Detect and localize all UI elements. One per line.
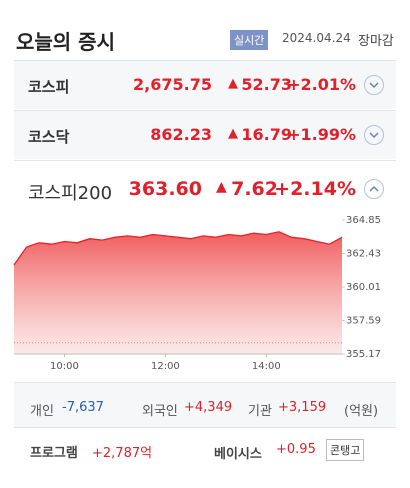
basis-label: 베이시스 (214, 447, 262, 462)
badge: 실시간 (230, 30, 269, 50)
x-tick-label: 10:00 (50, 361, 79, 372)
up-icon: ▲ (228, 76, 238, 91)
up-icon: ▲ (216, 179, 227, 195)
status: 장마감 (358, 34, 394, 49)
investor-label: 개인 (30, 404, 54, 419)
index-row[interactable]: 코스닥 862.23 ▲ 16.79 +1.99% (14, 110, 396, 159)
collapse-button[interactable] (364, 179, 384, 199)
chart: 355.17 357.59 360.01 362.43 364.85 10:00 12:00… (13, 215, 381, 372)
index-row-expanded: 코스피200 363.60 ▲ 7.62 +2.14% (14, 160, 396, 381)
x-tick-label: 12:00 (151, 361, 180, 372)
index-value: 363.60 (128, 178, 202, 200)
investor-row: 개인 -7,637 외국인 +4,349 기관 +3,159 (억원) (14, 382, 396, 428)
investor-value: -7,637 (62, 400, 104, 415)
unit: (억원) (344, 404, 379, 419)
area (14, 231, 342, 354)
index-value: 862.23 (150, 125, 212, 144)
investor-label: 외국인 (142, 404, 178, 419)
index-rate: +2.01% (287, 75, 356, 94)
y-tick-label: 355.17 (346, 349, 381, 360)
index-change: 7.62 (231, 178, 278, 200)
contango-badge: 콘탱고 (326, 439, 365, 461)
index-name: 코스피 (28, 78, 70, 96)
index-name: 코스피200 (28, 183, 113, 204)
investor-value: +3,159 (278, 400, 327, 415)
index-rate: +2.14% (274, 178, 356, 200)
program-label: 프로그램 (30, 446, 78, 461)
y-tick-label: 362.43 (346, 249, 381, 260)
index-rate: +1.99% (287, 125, 356, 144)
index-row[interactable]: 코스피 2,675.75 ▲ 52.73 +2.01% (14, 60, 396, 109)
x-tick-label: 14:00 (252, 361, 281, 372)
y-tick-label: 364.85 (346, 215, 381, 226)
basis-value: +0.95 (276, 442, 316, 457)
date: 2024.04.24 (282, 31, 351, 45)
y-tick-label: 357.59 (346, 316, 381, 327)
expand-button[interactable] (364, 75, 384, 95)
program-value: +2,787억 (92, 446, 153, 461)
expand-button[interactable] (364, 125, 384, 145)
line (13, 231, 343, 266)
investor-value: +4,349 (184, 400, 233, 415)
title: 오늘의 증시 (16, 30, 115, 54)
index-change: 16.79 (241, 125, 292, 144)
investor-label: 기관 (248, 404, 272, 419)
index-change: 52.73 (241, 75, 292, 94)
y-tick-label: 360.01 (346, 282, 381, 293)
up-icon: ▲ (228, 126, 238, 141)
index-value: 2,675.75 (133, 75, 212, 94)
index-name: 코스닥 (28, 128, 70, 146)
